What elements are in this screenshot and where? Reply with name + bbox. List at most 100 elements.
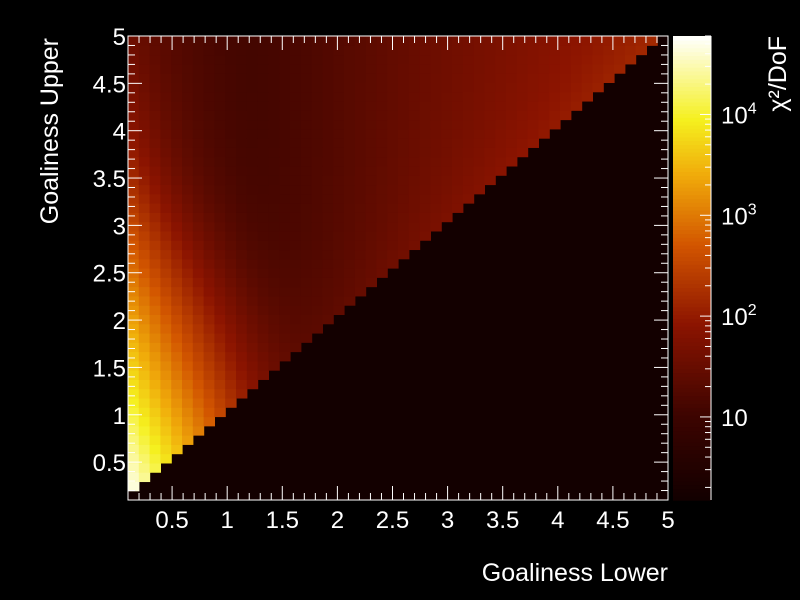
heatmap-cell	[268, 268, 280, 278]
heatmap-cell	[182, 73, 194, 83]
heatmap-cell	[128, 360, 140, 371]
x-tick-label: 2.5	[376, 507, 409, 534]
heatmap-cell	[171, 286, 183, 297]
heatmap-cell	[128, 379, 140, 390]
heatmap-cell	[398, 184, 410, 195]
colorbar-segment	[673, 264, 711, 269]
heatmap-cell	[376, 203, 388, 213]
heatmap-cell	[149, 407, 161, 418]
colorbar-segment	[673, 175, 711, 180]
heatmap-cell	[516, 82, 529, 93]
heatmap-cell	[452, 36, 464, 46]
heatmap-cell	[333, 295, 345, 306]
heatmap-cell	[225, 203, 237, 213]
heatmap-cell	[408, 54, 421, 65]
heatmap-cell	[398, 203, 410, 213]
heatmap-cell	[203, 221, 215, 232]
colorbar-segment	[673, 403, 711, 408]
colorbar-segment	[673, 295, 711, 300]
heatmap-cell	[333, 203, 345, 213]
heatmap-cell	[257, 128, 269, 139]
heatmap-cell	[398, 45, 410, 56]
heatmap-cell	[128, 165, 140, 176]
heatmap-cell	[452, 110, 464, 121]
heatmap-cell	[257, 314, 269, 325]
heatmap-cell	[290, 258, 302, 269]
heatmap-cell	[430, 63, 442, 74]
heatmap-cell	[333, 63, 345, 74]
heatmap-cell	[322, 175, 334, 186]
heatmap-cell	[462, 175, 475, 186]
heatmap-cell	[506, 45, 518, 56]
heatmap-cell	[473, 100, 485, 111]
heatmap-cell	[452, 156, 464, 167]
heatmap-cell	[171, 230, 183, 241]
heatmap-cell	[376, 36, 388, 46]
heatmap-cell	[344, 156, 356, 167]
heatmap-cell	[333, 36, 345, 46]
heatmap-cell	[624, 36, 637, 46]
heatmap-cell	[344, 54, 356, 65]
colorbar-segment	[673, 422, 711, 428]
heatmap-cell	[214, 212, 226, 223]
heatmap-cell	[225, 323, 237, 334]
heatmap-cell	[462, 45, 475, 56]
heatmap-cell	[279, 240, 291, 251]
colorbar-segment	[673, 488, 711, 493]
heatmap-cell	[322, 110, 334, 121]
heatmap-cell	[333, 268, 345, 278]
heatmap-cell	[149, 119, 161, 130]
heatmap-cell	[160, 277, 172, 288]
colorbar-segment	[673, 476, 711, 482]
heatmap-cell	[344, 110, 356, 121]
heatmap-cell	[441, 184, 453, 195]
heatmap-cell	[452, 82, 464, 93]
heatmap-cell	[128, 45, 140, 56]
heatmap-cell	[506, 147, 518, 158]
heatmap-cell	[549, 119, 561, 130]
heatmap-cell	[171, 147, 183, 158]
heatmap-cell	[182, 156, 194, 167]
colorbar-segment	[673, 163, 711, 169]
heatmap-cell	[138, 351, 151, 362]
heatmap-cell	[300, 212, 313, 223]
heatmap-cell	[462, 63, 475, 74]
heatmap-cell	[128, 212, 140, 223]
heatmap-cell	[344, 165, 356, 176]
colorbar-segment	[673, 244, 711, 250]
heatmap-cell	[430, 184, 442, 195]
heatmap-cell	[300, 277, 313, 288]
heatmap-cell	[257, 138, 269, 148]
heatmap-cell	[365, 73, 377, 83]
heatmap-cell	[138, 128, 151, 139]
heatmap-cell	[387, 156, 399, 167]
heatmap-cell	[171, 138, 183, 148]
heatmap-cell	[214, 73, 226, 83]
heatmap-cell	[160, 258, 172, 269]
heatmap-cell	[171, 332, 183, 343]
heatmap-cell	[387, 147, 399, 158]
heatmap-cell	[419, 91, 431, 102]
heatmap-cell	[290, 249, 302, 260]
heatmap-cell	[506, 54, 518, 65]
heatmap-cell	[592, 73, 604, 83]
heatmap-cell	[268, 277, 280, 288]
heatmap-cell	[160, 147, 172, 158]
heatmap-cell	[560, 54, 572, 65]
heatmap-cell	[387, 258, 399, 269]
heatmap-cell	[214, 342, 226, 353]
heatmap-cell	[279, 110, 291, 121]
colorbar-segment	[673, 306, 711, 312]
heatmap-cell	[203, 332, 215, 343]
heatmap-cell	[398, 91, 410, 102]
heatmap-cell	[300, 184, 313, 195]
heatmap-cell	[246, 110, 259, 121]
heatmap-cell	[398, 165, 410, 176]
heatmap-cell	[192, 212, 205, 223]
heatmap-cell	[236, 110, 248, 121]
heatmap-cell	[128, 119, 140, 130]
heatmap-cell	[365, 110, 377, 121]
heatmap-cell	[225, 45, 237, 56]
heatmap-cell	[322, 193, 334, 204]
heatmap-cell	[138, 462, 151, 473]
